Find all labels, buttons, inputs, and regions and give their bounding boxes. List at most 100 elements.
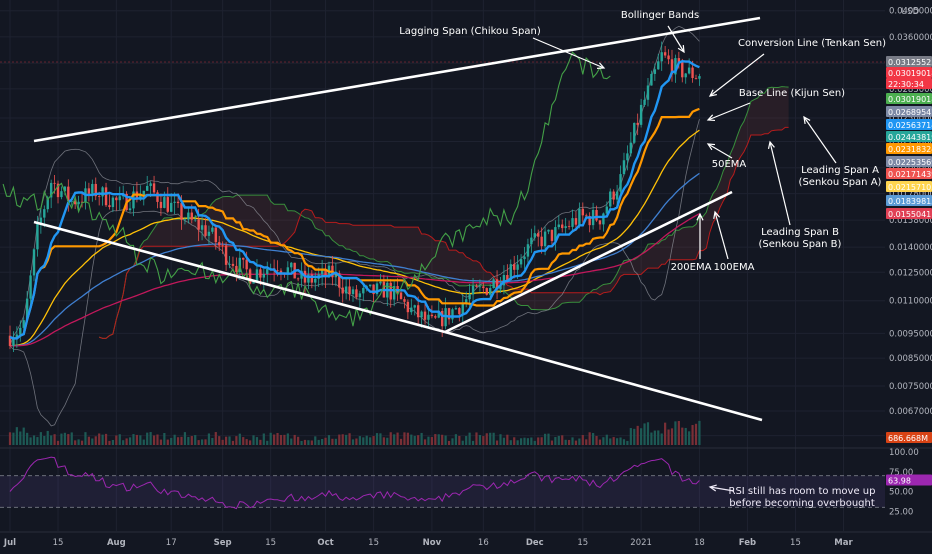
price-axis[interactable]: 0.040500000.036000000.032000000.02850000… <box>886 7 932 443</box>
volume-bar <box>252 435 255 445</box>
volume-bar <box>485 433 488 445</box>
candle-body <box>25 298 29 321</box>
rsi-tick-label: 50.00 <box>889 488 913 498</box>
candle-body <box>653 69 657 74</box>
volume-bar <box>499 434 502 445</box>
volume-bar <box>633 428 636 445</box>
annotation-spanA-text: Leading Span A <box>801 165 879 176</box>
time-tick-label: 2021 <box>630 538 652 548</box>
volume-bar <box>355 438 358 445</box>
volume-bar <box>434 434 437 445</box>
candle-body <box>245 259 248 270</box>
time-axis[interactable]: Jul 15 Aug 17 Sep 15 Oct 15 Nov 16 Dec 15 2021 18 Feb 1… <box>0 531 932 548</box>
volume-bar <box>588 432 591 445</box>
volume-bar <box>410 434 413 445</box>
volume-bar <box>255 437 259 445</box>
candle-body <box>128 208 132 211</box>
candle-body <box>399 292 403 300</box>
candle-body <box>588 215 591 226</box>
volume-bar <box>382 437 385 445</box>
candle-body <box>550 229 554 241</box>
candle-body <box>94 183 97 197</box>
candle-body <box>207 231 211 236</box>
volume-bar <box>101 434 104 445</box>
volume-bar <box>22 427 25 445</box>
candle-body <box>36 223 39 250</box>
volume-bar <box>46 430 49 445</box>
volume-bar <box>204 439 207 445</box>
volume-bar <box>567 439 571 445</box>
candle-body <box>362 288 365 294</box>
lagging-span-chikou <box>2 51 611 327</box>
candle-body <box>581 208 585 216</box>
volume-bar <box>650 432 653 445</box>
candle-body <box>461 302 464 315</box>
candle-body <box>639 104 643 125</box>
candle-body <box>434 316 437 318</box>
price-tick-label: 0.01580000 <box>889 216 932 226</box>
candle-body <box>73 200 77 205</box>
volume-bar <box>595 435 598 445</box>
bollinger-bands <box>9 25 700 427</box>
volume-bar <box>327 435 331 445</box>
candle-body <box>187 212 190 220</box>
volume-bar <box>283 434 286 445</box>
candle-body <box>87 188 91 194</box>
price-tick-label: 0.02850000 <box>889 85 932 95</box>
candle-body <box>475 285 478 287</box>
volume-bar <box>688 431 691 445</box>
candle-body <box>183 219 187 221</box>
candle-body <box>115 197 118 201</box>
ichimoku-lines <box>2 51 700 340</box>
volume-bar <box>242 437 245 445</box>
rsi-tick-label: 75.00 <box>889 468 913 478</box>
volume-bar <box>314 436 317 445</box>
candle-body <box>427 314 430 320</box>
volume-bar <box>592 433 595 445</box>
volume-bar <box>372 436 375 445</box>
candle-body <box>173 201 176 203</box>
volume-bar <box>646 422 650 445</box>
candle-body <box>629 142 633 154</box>
candle-body <box>60 191 63 198</box>
time-tick-label: 15 <box>368 538 379 548</box>
volume-bar <box>516 440 519 445</box>
volume-bar <box>537 437 540 445</box>
candle-body <box>77 201 80 205</box>
volume-bar <box>427 436 430 445</box>
candle-body <box>242 257 245 260</box>
annotation-rsi-text: RSI still has room to move up <box>729 486 876 497</box>
volume-bar <box>183 432 187 445</box>
price-badge-label: 0.01550411 <box>888 210 932 219</box>
candle-body <box>355 289 358 298</box>
annotation-lagging-text: Lagging Span (Chikou Span) <box>399 26 541 37</box>
volume-bar <box>91 438 94 445</box>
volume-bar <box>393 434 396 445</box>
candle-body <box>248 269 252 284</box>
trendline-upper <box>33 16 761 143</box>
annotation-spanB-text: Leading Span B <box>761 227 839 238</box>
volume-bar <box>50 435 53 445</box>
volume-bar <box>526 438 530 445</box>
volume-bar <box>286 433 289 445</box>
volume-bar <box>465 436 468 445</box>
candle-body <box>677 58 681 62</box>
candle-body <box>218 242 221 246</box>
candle-body <box>372 284 375 295</box>
candle-body <box>636 122 639 125</box>
volume-layer <box>8 420 701 445</box>
candle-body <box>430 314 434 317</box>
candle-body <box>290 262 293 268</box>
time-tick-label: Dec <box>526 538 544 548</box>
volume-bar <box>19 431 22 445</box>
annotation-spanA-arrow <box>803 116 837 164</box>
price-badge-label: 0.03019018 <box>888 95 932 104</box>
volume-bar <box>324 437 327 445</box>
volume-bar <box>266 440 269 445</box>
volume-bar <box>519 438 523 445</box>
volume-bar <box>200 439 204 445</box>
candle-body <box>458 308 461 315</box>
leading-span-a <box>99 86 789 339</box>
candle-body <box>622 160 626 175</box>
